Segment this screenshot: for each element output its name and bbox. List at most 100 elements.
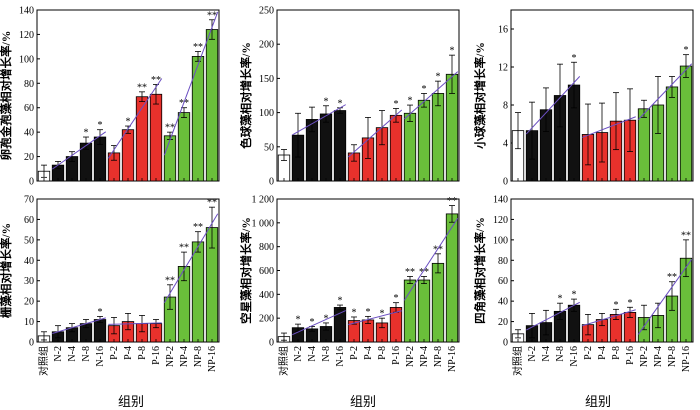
y-tick-label: 80 [498, 256, 508, 267]
y-axis-title: 卵孢金孢藻相对增长率/% [0, 31, 13, 161]
trend-line [403, 71, 459, 120]
significance-mark: * [84, 128, 89, 139]
x-tick-label: 对照组 [511, 346, 524, 376]
bar [121, 129, 135, 182]
y-tick-label: 200 [259, 40, 274, 51]
x-tick-label: NP-4 [179, 346, 190, 367]
bar [135, 96, 149, 182]
x-tick-label: NP-8 [667, 346, 678, 367]
y-tick-label: 0 [503, 177, 508, 188]
x-tick-label: P-2 [583, 346, 594, 360]
y-tick-label: 200 [259, 314, 274, 325]
y-tick-label: 0 [503, 338, 508, 349]
x-tick-label: NP-16 [207, 346, 218, 372]
y-tick-label: 60 [498, 276, 508, 287]
x-tick-label: NP-8 [433, 346, 444, 367]
trend-line [292, 310, 346, 336]
bar [163, 135, 177, 182]
x-tick-label: N-2 [53, 346, 64, 362]
trend-line [582, 309, 636, 327]
x-tick-label: P-16 [151, 346, 162, 365]
significance-mark: ** [419, 267, 429, 278]
trend-line [525, 76, 581, 135]
significance-mark: * [126, 117, 131, 128]
significance-mark: * [380, 309, 385, 320]
y-tick-label: 40 [24, 128, 34, 139]
x-tick-label: P-8 [611, 346, 622, 360]
significance-mark: ** [433, 244, 443, 255]
bar [679, 65, 693, 182]
bar [403, 112, 417, 182]
significance-mark: ** [681, 230, 691, 241]
x-tick-label: N-2 [527, 346, 538, 362]
x-tick-label: N-8 [555, 346, 566, 362]
y-tick-label: 800 [259, 242, 274, 253]
y-tick-label: 50 [264, 142, 274, 153]
x-tick-label: P-4 [597, 346, 608, 360]
y-tick-label: 1 000 [252, 218, 275, 229]
x-tick-label: NP-2 [165, 346, 176, 367]
x-tick-label: N-16 [335, 346, 346, 367]
significance-mark: ** [137, 82, 147, 93]
x-tick-label: N-16 [95, 346, 106, 367]
bar [417, 99, 431, 182]
y-axis-title: 栅藻相对增长率/% [0, 223, 13, 318]
significance-mark: * [338, 296, 343, 307]
y-tick-label: 80 [24, 79, 34, 90]
x-tick-label: P-16 [391, 346, 402, 365]
x-tick-label: P-2 [109, 346, 120, 360]
significance-mark: * [366, 307, 371, 318]
y-axis-title: 小球藻相对增长率/% [473, 42, 487, 150]
x-axis-title-left: 组别 [118, 394, 145, 409]
trend-line [637, 63, 693, 120]
trend-line [582, 116, 636, 138]
y-tick-label: 150 [259, 74, 274, 85]
x-tick-label: N-16 [569, 346, 580, 367]
trend-line [292, 104, 346, 136]
y-axis-title: 四角藻相对增长率/% [473, 217, 487, 324]
significance-mark: * [422, 84, 427, 95]
bar [431, 262, 445, 343]
y-tick-label: 20 [24, 152, 34, 163]
significance-mark: * [628, 298, 633, 309]
significance-mark: * [572, 53, 577, 64]
significance-mark: * [684, 45, 689, 56]
bar [149, 93, 163, 182]
significance-mark: ** [405, 267, 415, 278]
x-tick-label: NP-2 [405, 346, 416, 367]
x-tick-label: N-4 [67, 346, 78, 362]
bar [191, 241, 205, 343]
significance-mark: * [98, 307, 103, 318]
y-tick-label: 8 [503, 101, 508, 112]
x-tick-label: N-4 [541, 346, 552, 362]
trend-line [347, 109, 403, 158]
y-tick-label: 400 [259, 290, 274, 301]
y-tick-label: 0 [269, 177, 274, 188]
y-tick-label: 16 [498, 25, 508, 36]
y-tick-label: 10 [24, 317, 34, 328]
significance-mark: * [98, 120, 103, 131]
significance-mark: ** [165, 123, 175, 134]
y-tick-label: 0 [29, 338, 34, 349]
x-tick-label: N-4 [307, 346, 318, 362]
y-tick-label: 12 [498, 63, 508, 74]
y-tick-label: 60 [24, 215, 34, 226]
significance-mark: * [310, 317, 315, 328]
bar [177, 112, 191, 182]
x-tick-label: 对照组 [277, 346, 290, 376]
y-tick-label: 0 [29, 177, 34, 188]
significance-mark: ** [207, 198, 217, 209]
x-axis-title-middle: 组别 [350, 394, 377, 409]
y-tick-label: 120 [19, 30, 34, 41]
y-tick-label: 4 [503, 139, 508, 150]
bar [319, 113, 333, 182]
x-tick-label: P-8 [137, 346, 148, 360]
bar [205, 29, 219, 182]
x-tick-label: NP-16 [447, 346, 458, 372]
significance-mark: ** [165, 275, 175, 286]
trend-line [348, 310, 402, 326]
significance-mark: ** [179, 243, 189, 254]
y-axis-title: 空星藻相对增长率/% [239, 217, 253, 324]
x-tick-label: P-2 [349, 346, 360, 360]
y-axis-title: 色球藻相对增长率/% [239, 42, 253, 149]
